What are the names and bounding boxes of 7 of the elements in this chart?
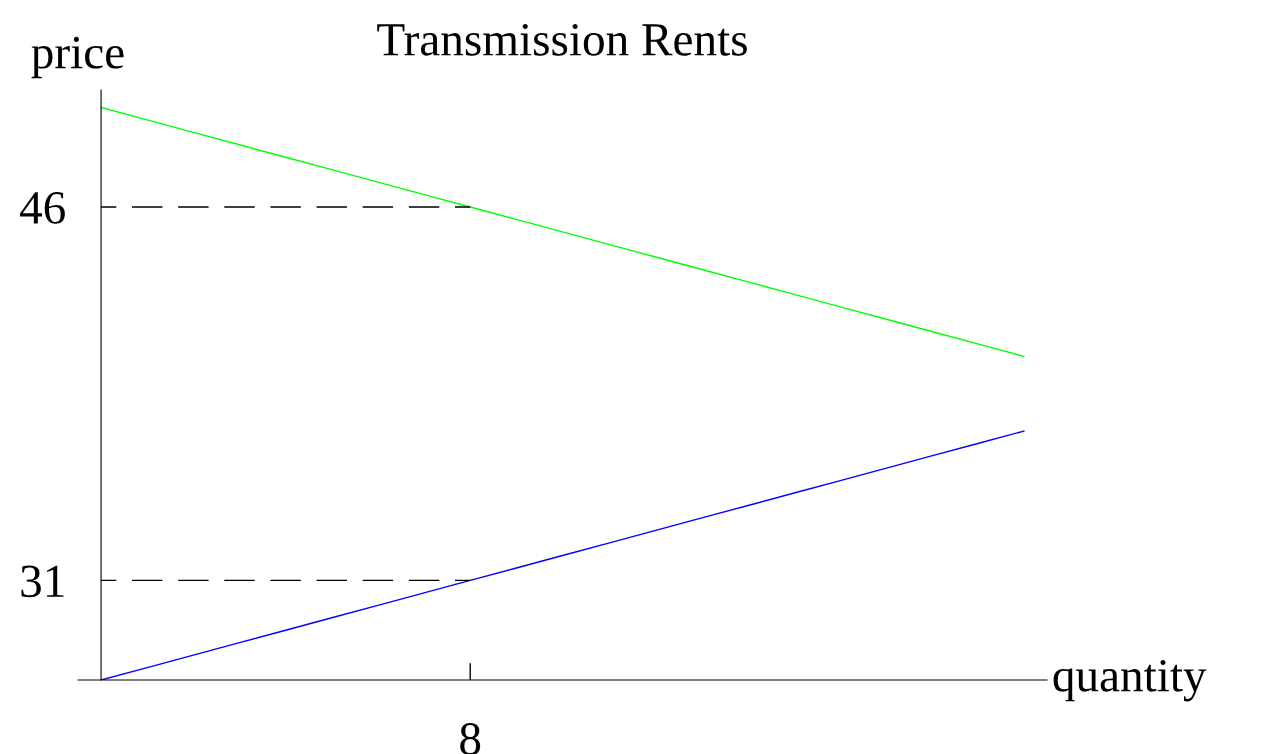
y-tick-label: 46	[20, 192, 65, 224]
line-series	[100, 106, 1025, 358]
x-tick-label: 8	[460, 723, 481, 754]
y-tick-label: 31	[21, 565, 64, 598]
x-axis-title: quantity	[1053, 659, 1207, 702]
chart-title: Transmission Rents	[377, 24, 747, 56]
y-axis-title: price	[31, 36, 124, 79]
